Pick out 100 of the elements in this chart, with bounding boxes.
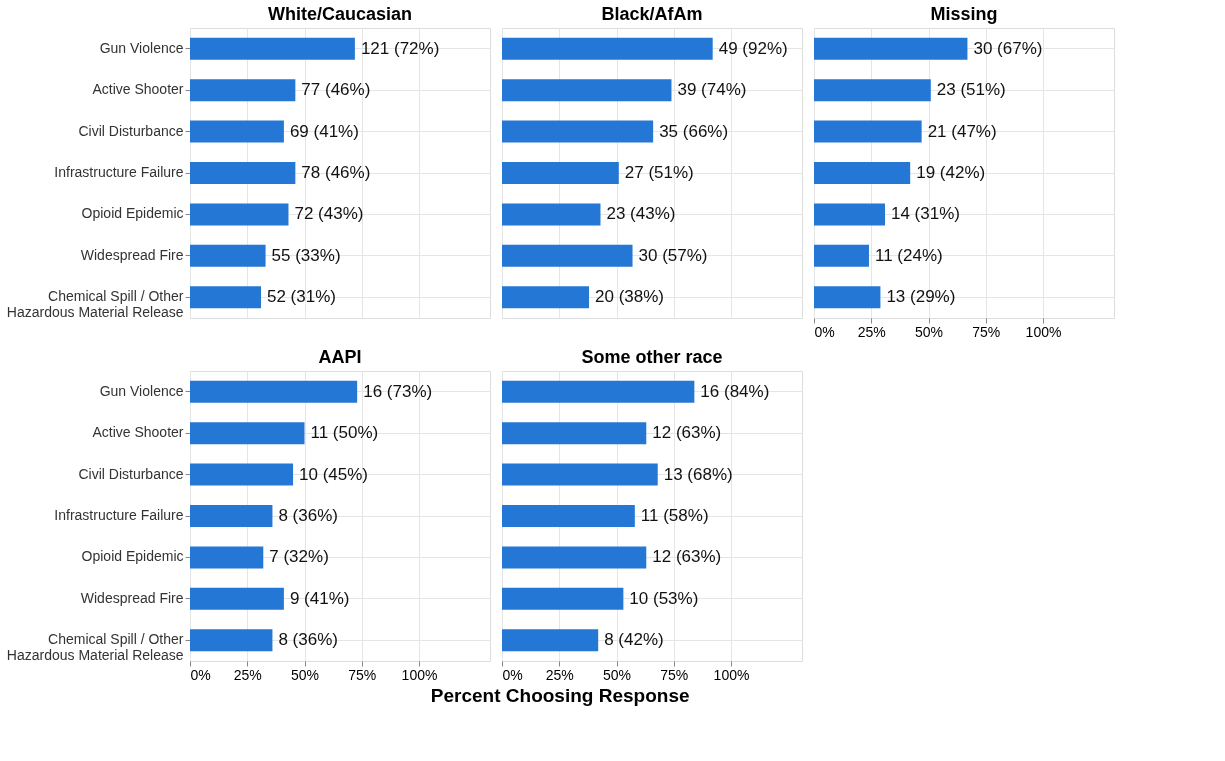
data-label: 14 (31%) <box>890 204 960 224</box>
bar <box>502 422 647 445</box>
data-label: 10 (45%) <box>299 464 369 484</box>
x-tick-label: 75% <box>972 323 1001 340</box>
bar <box>190 203 289 226</box>
bar <box>190 629 273 652</box>
bar <box>814 244 869 267</box>
chart-title: Some other race <box>581 347 723 367</box>
data-label: 23 (51%) <box>936 80 1006 100</box>
data-label: 55 (33%) <box>271 245 341 265</box>
bar <box>502 546 647 569</box>
bar <box>190 162 296 184</box>
y-tick-label: Opioid Epidemic <box>81 205 184 222</box>
x-tick-label: 50% <box>914 323 944 340</box>
x-tick-label: 75% <box>348 666 377 683</box>
bar <box>502 79 672 102</box>
data-label: 11 (50%) <box>310 423 379 443</box>
bar <box>502 629 599 652</box>
bar <box>190 79 296 102</box>
data-label: 11 (24%) <box>874 245 943 265</box>
data-label: 13 (68%) <box>663 464 733 484</box>
data-label: 23 (43%) <box>606 204 676 224</box>
bar <box>190 587 284 610</box>
data-label: 121 (72%) <box>360 38 440 58</box>
y-tick-label: Chemical Spill / Other Hazardous Material Release <box>6 288 184 321</box>
chart-title: Missing <box>930 4 998 24</box>
data-label: 13 (29%) <box>886 287 956 307</box>
y-tick-label: Widespread Fire <box>80 246 184 263</box>
bar <box>190 505 273 527</box>
x-tick-label: 25% <box>545 666 574 683</box>
data-label: 9 (41%) <box>289 588 350 608</box>
y-tick-label: Chemical Spill / Other Hazardous Material Release <box>6 631 184 664</box>
bar <box>814 203 885 226</box>
y-tick-label: Active Shooter <box>92 81 184 98</box>
chart-title: AAPI <box>318 347 362 367</box>
chart-title: Black/AfAm <box>601 4 703 24</box>
bar <box>502 37 713 60</box>
y-tick-label: Active Shooter <box>92 424 184 441</box>
bar <box>190 37 355 60</box>
bar <box>814 37 968 60</box>
bar <box>190 244 266 267</box>
bar <box>190 380 358 403</box>
chart-title: White/Caucasian <box>267 4 413 24</box>
y-tick-label: Opioid Epidemic <box>81 548 184 565</box>
bar <box>502 244 633 267</box>
y-tick-label: Infrastructure Failure <box>54 164 184 180</box>
data-label: 39 (74%) <box>677 80 747 100</box>
data-label: 8 (36%) <box>278 506 338 525</box>
y-tick-label: Civil Disturbance <box>78 122 184 139</box>
bar <box>502 203 601 226</box>
x-tick-label: 50% <box>290 666 320 683</box>
y-tick-label: Infrastructure Failure <box>54 507 184 523</box>
x-tick-label: 25% <box>857 323 886 340</box>
x-tick-label: 0% <box>502 666 523 683</box>
bar <box>814 120 922 143</box>
bar <box>814 162 911 184</box>
data-label: 8 (42%) <box>604 630 664 650</box>
y-tick-label: Civil Disturbance <box>78 465 184 482</box>
data-label: 19 (42%) <box>916 163 986 182</box>
bar <box>814 79 931 102</box>
x-tick-label: 100% <box>1025 323 1062 340</box>
bar <box>502 286 590 309</box>
bar <box>502 587 624 610</box>
data-label: 7 (32%) <box>269 547 329 567</box>
x-tick-label: 25% <box>233 666 262 683</box>
data-label: 11 (58%) <box>640 506 709 525</box>
data-label: 8 (36%) <box>278 630 338 650</box>
data-label: 30 (57%) <box>638 245 708 265</box>
x-tick-label: 50% <box>602 666 632 683</box>
bar <box>502 505 635 527</box>
bar <box>814 286 881 309</box>
bar <box>190 463 294 486</box>
bar <box>502 120 654 143</box>
data-label: 10 (53%) <box>629 588 699 608</box>
data-label: 12 (63%) <box>652 423 722 443</box>
x-tick-label: 100% <box>713 666 750 683</box>
data-label: 27 (51%) <box>624 163 694 182</box>
data-label: 35 (66%) <box>659 121 729 141</box>
data-label: 77 (46%) <box>301 80 371 100</box>
data-label: 78 (46%) <box>301 163 371 182</box>
y-tick-label: Gun Violence <box>99 39 184 56</box>
y-tick-label: Widespread Fire <box>80 589 184 606</box>
data-label: 52 (31%) <box>266 287 336 307</box>
x-tick-label: 75% <box>660 666 689 683</box>
bar <box>502 380 695 403</box>
bar <box>190 422 305 445</box>
data-label: 16 (84%) <box>700 381 770 401</box>
bar <box>502 463 658 486</box>
bar <box>190 546 264 569</box>
bar <box>190 120 284 143</box>
x-tick-label: 0% <box>814 323 835 340</box>
data-label: 20 (38%) <box>595 287 665 307</box>
x-tick-label: 100% <box>401 666 438 683</box>
data-label: 21 (47%) <box>927 121 997 141</box>
bar <box>502 162 619 184</box>
x-tick-label: 0% <box>190 666 211 683</box>
data-label: 69 (41%) <box>289 121 359 141</box>
bar <box>190 286 261 309</box>
y-tick-label: Gun Violence <box>99 382 184 399</box>
data-label: 12 (63%) <box>652 547 722 567</box>
